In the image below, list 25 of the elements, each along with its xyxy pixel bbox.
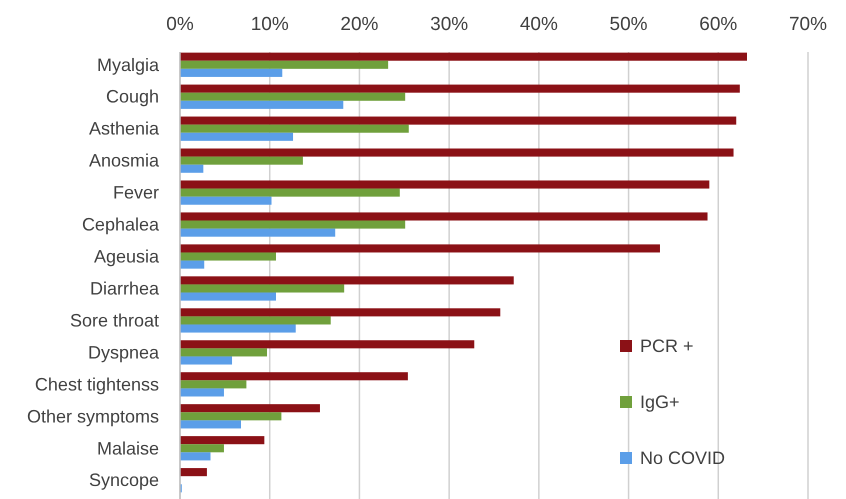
legend-label: No COVID — [640, 448, 726, 468]
y-tick-label: Malaise — [96, 438, 159, 458]
x-tick-label: 50% — [610, 14, 648, 35]
y-tick-label: Chest tightenss — [34, 374, 159, 394]
x-tick-label: 0% — [166, 14, 194, 35]
y-tick-label: Cough — [106, 86, 159, 107]
y-tick-label: Sore throat — [70, 310, 159, 330]
x-tick-label: 70% — [788, 14, 828, 35]
x-tick-label: 10% — [250, 14, 289, 35]
y-tick-label: Cephalea — [82, 214, 160, 235]
y-tick-label: Anosmia — [88, 150, 160, 171]
y-tick-label: Dyspnea — [88, 342, 160, 362]
x-tick-label: 30% — [430, 14, 468, 35]
x-tick-label: 20% — [340, 14, 379, 35]
legend-label: IgG+ — [640, 392, 680, 412]
x-tick-label: 40% — [520, 14, 558, 35]
y-tick-label: Diarrhea — [90, 278, 160, 298]
y-tick-label: Myalgia — [96, 54, 160, 75]
y-tick-label: Other symptoms — [26, 406, 159, 426]
x-tick-label: 60% — [699, 14, 738, 35]
legend-label: PCR + — [640, 336, 694, 356]
y-tick-label: Ageusia — [94, 246, 160, 267]
y-tick-label: Asthenia — [88, 118, 160, 139]
y-tick-label: Fever — [112, 182, 159, 203]
y-tick-label: Syncope — [88, 470, 159, 490]
